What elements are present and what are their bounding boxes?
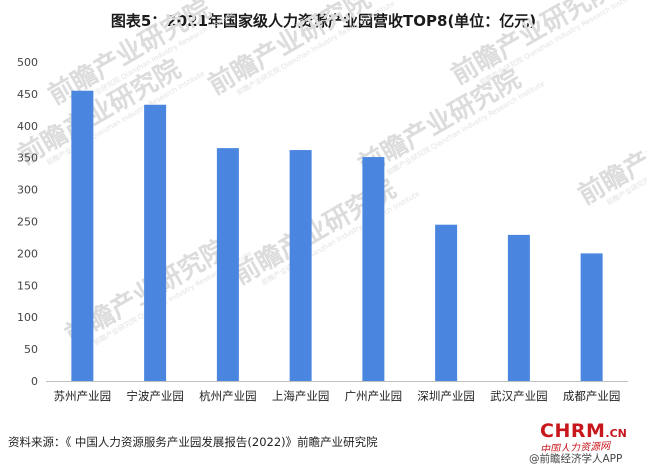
logo-domain: .CN [605,427,627,440]
watermark-text: 前瞻产业研究院 [573,93,647,211]
y-tick-label: 50 [24,343,38,356]
source-note: 资料来源：《 中国人力资源服务产业园发展报告(2022)》前瞻产业研究院 [8,435,378,449]
y-tick-label: 400 [17,120,38,133]
category-labels: 苏州产业园 宁波产业园 杭州产业园 上海产业园 广州产业园 深圳产业园 武汉产业园 成都产业园 [54,389,621,403]
bar [362,157,385,381]
y-tick-label: 150 [17,279,38,292]
y-tick-label: 0 [31,375,38,388]
y-tick-label: 350 [17,152,38,165]
bar [435,224,458,381]
y-tick-label: 450 [17,88,38,101]
bar [289,150,312,381]
x-tick-label: 宁波产业园 [126,389,184,403]
bars-group [71,90,603,382]
bar [144,104,167,381]
x-tick-label: 深圳产业园 [417,389,475,403]
x-tick-label: 上海产业园 [272,389,330,403]
x-tick-label: 武汉产业园 [490,389,548,403]
x-tick-label: 成都产业园 [563,389,621,403]
logo-brand: CHRM [540,420,606,442]
x-tick-label: 杭州产业园 [199,389,257,403]
y-tick-label: 500 [17,56,38,69]
x-tick-label: 苏州产业园 [54,389,112,403]
y-tick-label: 250 [17,216,38,229]
chrm-logo: CHRM.CN 中国人力资源网 [540,420,645,464]
y-tick-label: 300 [17,184,38,197]
y-tick-label: 200 [17,247,38,260]
app-attribution: @前瞻经济学人APP [529,451,623,466]
bar [71,90,94,382]
bar [507,234,530,381]
y-axis-ticks: 0 50 100 150 200 250 300 350 400 450 500 [17,56,38,388]
chart-title: 图表5：2021年国家级人力资源产业园营收TOP8(单位：亿元) [110,12,537,30]
bar [580,253,603,381]
bar [216,148,239,381]
y-tick-label: 100 [17,311,38,324]
x-tick-label: 广州产业园 [345,389,403,403]
